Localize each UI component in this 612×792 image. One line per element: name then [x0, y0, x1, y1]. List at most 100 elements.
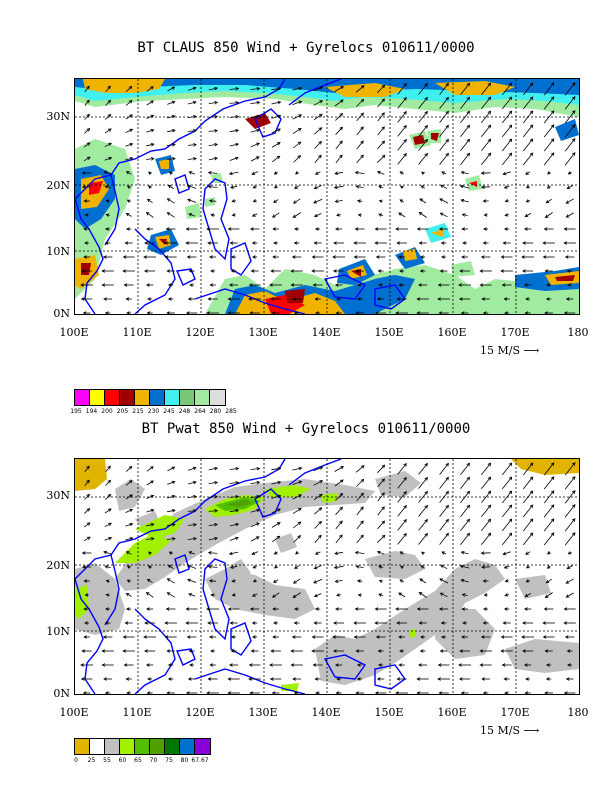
- wind-arrow-head: [563, 691, 568, 694]
- wind-arrow-head: [542, 255, 547, 259]
- wind-arrow-head: [313, 241, 318, 245]
- wind-arrow-head: [227, 311, 232, 314]
- wind-arrow-head: [395, 311, 399, 314]
- wind-arrow-head: [487, 490, 492, 495]
- legend-swatch: [75, 390, 90, 405]
- wind-arrow-head: [420, 185, 425, 189]
- wind-arrow: [377, 478, 385, 488]
- wind-arrow-head: [129, 142, 134, 147]
- wind-arrow-head: [332, 635, 336, 639]
- wind-arrow-head: [440, 184, 444, 189]
- wind-arrow-head: [276, 142, 281, 146]
- wind-arrow-head: [314, 551, 319, 555]
- wind-arrow: [439, 505, 449, 517]
- wind-arrow-head: [290, 269, 294, 273]
- wind-arrow-head: [107, 85, 111, 90]
- wind-arrow: [167, 592, 175, 598]
- wind-arrow-head: [167, 283, 172, 287]
- wind-arrow-head: [292, 214, 297, 218]
- wind-arrow: [146, 129, 154, 133]
- wind-arrow: [543, 476, 555, 490]
- wind-arrow-head: [276, 155, 281, 160]
- wind-arrow: [377, 84, 385, 94]
- wind-arrow-head: [252, 198, 257, 203]
- wind-arrow-head: [255, 156, 260, 160]
- wind-arrow-head: [105, 199, 110, 203]
- wind-arrow: [187, 101, 197, 105]
- wind-arrow-head: [424, 110, 428, 115]
- wind-arrow-head: [193, 129, 197, 133]
- wind-arrow: [481, 124, 491, 138]
- wind-arrow-head: [502, 621, 507, 625]
- wind-arrow-head: [418, 241, 423, 245]
- wind-arrow: [314, 521, 322, 529]
- lon-label: 160E: [437, 706, 467, 719]
- wind-arrow-head: [129, 128, 134, 133]
- wind-arrow: [187, 565, 197, 569]
- wind-arrow: [292, 87, 302, 91]
- wind-arrow-head: [508, 518, 513, 523]
- wind-arrow: [313, 493, 323, 501]
- legend-swatch: [105, 390, 120, 405]
- wind-arrow-head: [459, 649, 463, 653]
- legend-swatch: [195, 739, 210, 754]
- wind-arrow-head: [441, 255, 445, 259]
- wind-arrow: [104, 157, 112, 161]
- wind-arrow: [356, 154, 364, 164]
- wind-arrow-head: [355, 691, 359, 694]
- wind-arrow-head: [571, 504, 576, 508]
- wind-arrow-head: [374, 241, 378, 245]
- wind-arrow-head: [104, 311, 109, 314]
- wind-arrow-head: [248, 677, 252, 681]
- wind-arrow-head: [333, 185, 338, 190]
- wind-vectors: [80, 462, 576, 694]
- wind-arrow: [83, 536, 91, 542]
- wind-arrow-head: [460, 198, 465, 203]
- wind-arrow: [229, 537, 239, 541]
- wind-arrow-head: [251, 241, 256, 245]
- wind-arrow-head: [150, 142, 155, 147]
- wind-arrow-head: [503, 185, 508, 189]
- wind-arrow-head: [185, 691, 190, 694]
- wind-arrow-head: [318, 113, 323, 118]
- wind-arrow-head: [529, 152, 534, 157]
- wind-arrow-head: [207, 551, 212, 555]
- wind-arrow-head: [544, 649, 549, 653]
- wind-arrow: [522, 138, 534, 152]
- wind-arrow-head: [188, 649, 193, 653]
- wind-arrow-head: [445, 110, 449, 115]
- wind-arrow-head: [356, 199, 361, 203]
- wind-arrow-head: [487, 82, 492, 87]
- wind-arrow-head: [166, 198, 171, 202]
- claus-map: [74, 78, 580, 315]
- wind-arrow-head: [339, 520, 343, 525]
- wind-arrow-head: [276, 522, 281, 526]
- wind-arrow-head: [271, 691, 276, 694]
- wind-arrow-head: [542, 635, 547, 639]
- wind-arrow: [439, 463, 449, 475]
- wind-arrow-head: [86, 85, 90, 90]
- wind-arrow-head: [424, 490, 428, 495]
- wind-arrow-head: [544, 311, 548, 314]
- wind-arrow: [84, 480, 90, 486]
- wind-arrow-head: [86, 493, 90, 498]
- wind-arrow: [187, 199, 197, 203]
- wind-arrow-head: [396, 621, 400, 625]
- wind-arrow: [229, 496, 239, 498]
- wind-arrow-head: [564, 635, 569, 639]
- wind-arrow: [501, 96, 513, 110]
- wind-arrow: [313, 480, 323, 486]
- wind-arrow-head: [419, 198, 424, 202]
- wind-arrow-head: [298, 494, 303, 498]
- wind-arrow-head: [501, 663, 506, 667]
- lon-label: 180: [567, 706, 589, 719]
- wind-arrow: [546, 198, 552, 204]
- wind-arrow-head: [529, 138, 534, 143]
- wind-arrow-head: [150, 480, 155, 484]
- legend-label: 80: [180, 757, 189, 764]
- wind-arrow: [398, 592, 406, 598]
- panel2-title: BT Pwat 850 Wind + Gyrelocs 010611/0000: [141, 421, 471, 437]
- wind-arrow-head: [126, 311, 130, 314]
- wind-arrow: [545, 592, 553, 598]
- wind-arrow-head: [171, 494, 176, 499]
